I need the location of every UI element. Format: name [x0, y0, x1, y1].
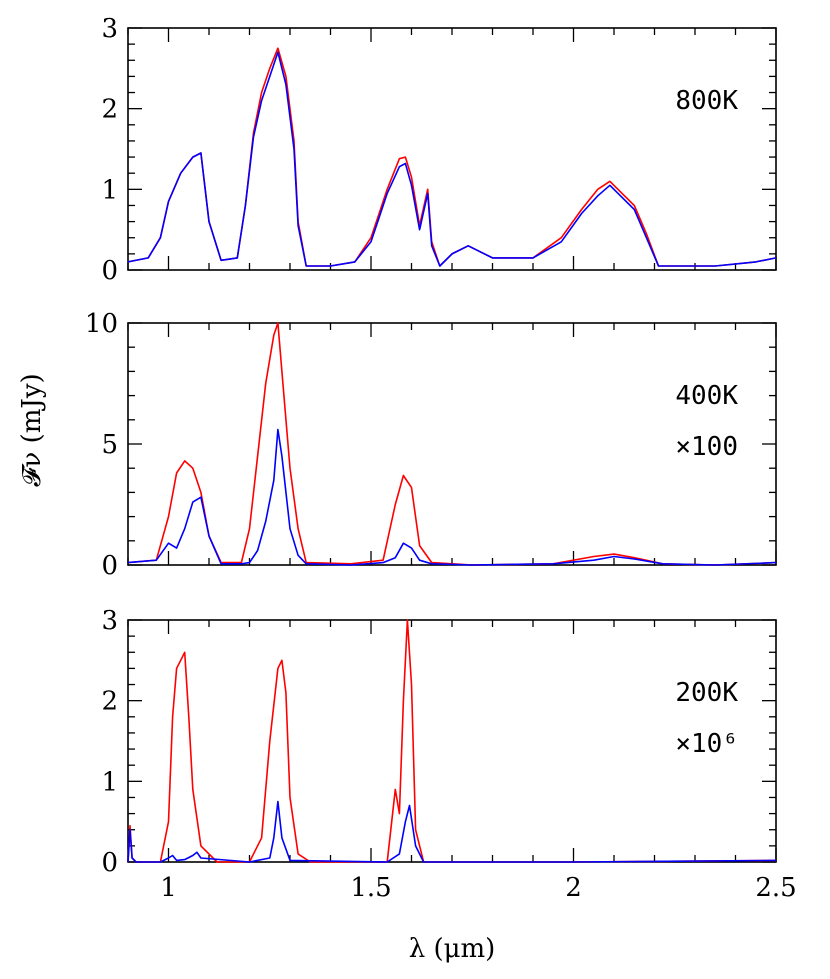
- x-tick-label: 1.5: [350, 873, 391, 903]
- y-tick-label: 5: [101, 430, 118, 460]
- panel-3: 0 1 2 3 200K ×10⁶: [101, 606, 777, 878]
- blue-series-line: [127, 51, 777, 267]
- x-tick-label: 2.5: [755, 873, 796, 903]
- y-tick-label: 3: [101, 14, 118, 44]
- y-tick-label: 10: [85, 309, 118, 339]
- y-tick-label: 1: [101, 175, 118, 205]
- blue-series-line: [127, 428, 777, 566]
- panel-scale-label: ×100: [675, 432, 738, 462]
- panel-temperature-label: 400K: [675, 381, 738, 411]
- y-tick-label: 1: [101, 767, 118, 797]
- y-tick-label: 0: [101, 551, 118, 581]
- panel-temperature-label: 800K: [675, 86, 738, 116]
- blue-series-line: [127, 800, 777, 863]
- x-tick-label: 2: [565, 873, 582, 903]
- y-tick-label: 0: [101, 256, 118, 286]
- y-tick-label: 3: [101, 606, 118, 636]
- y-tick-label: 2: [101, 95, 118, 125]
- red-series-line: [127, 322, 777, 566]
- y-tick-label: 2: [101, 687, 118, 717]
- panel-2: 0 5 10 400K ×100: [85, 309, 777, 581]
- red-series-line: [127, 47, 777, 267]
- plot-frame: [127, 27, 777, 271]
- panel-1: 0 1 2 3 800K: [101, 14, 777, 286]
- red-series-line: [127, 619, 777, 863]
- panel-scale-label: ×10⁶: [675, 729, 738, 759]
- x-axis-label: λ (μm): [409, 934, 496, 964]
- x-tick-label: 1: [160, 873, 177, 903]
- panel-temperature-label: 200K: [675, 678, 738, 708]
- y-axis-label: 𝓕ν (mJy): [17, 373, 47, 486]
- y-tick-label: 0: [101, 848, 118, 878]
